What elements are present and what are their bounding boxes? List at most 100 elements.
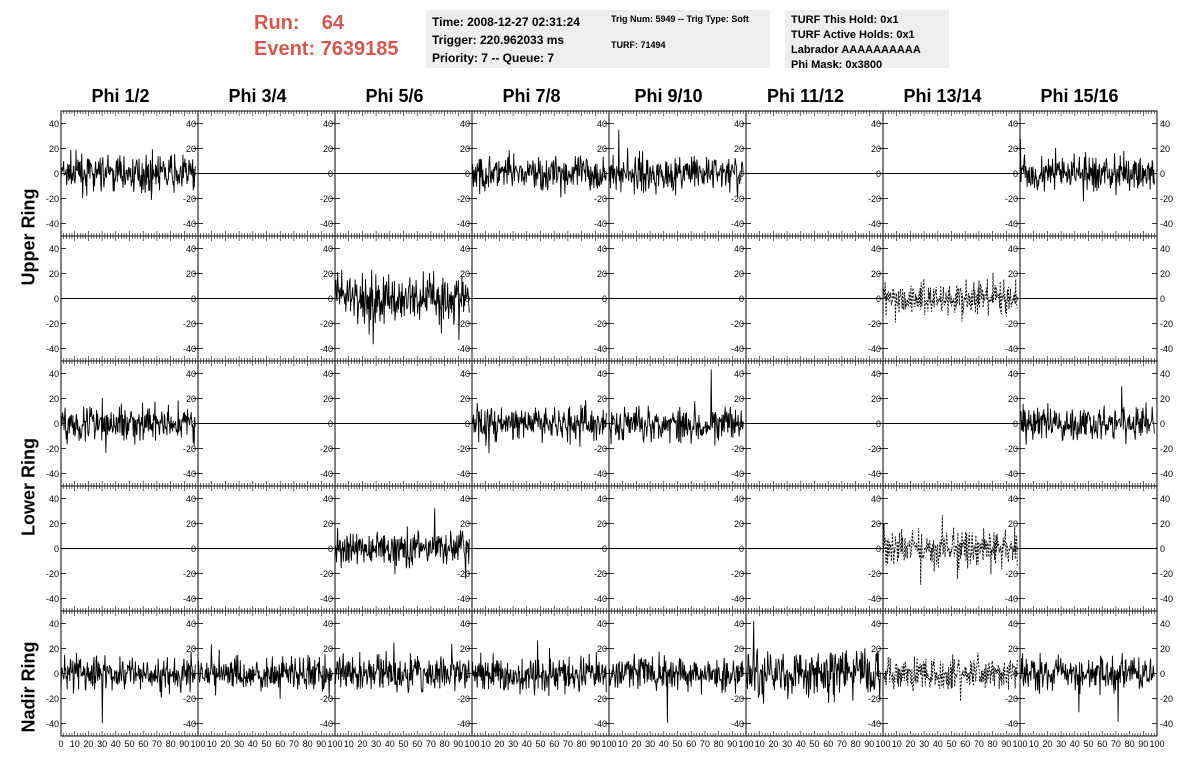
y-tick-label: 0	[465, 419, 470, 429]
y-tick-label: -40	[868, 594, 881, 604]
y-tick-label: 0	[876, 294, 881, 304]
y-tick-label: 40	[323, 119, 333, 129]
y-tick-label: 20	[734, 644, 744, 654]
x-tick-label: 30	[508, 739, 518, 749]
run-label: Run:	[254, 12, 300, 34]
y-tick-label-right: 0	[1160, 294, 1165, 304]
y-tick-label: 40	[871, 494, 881, 504]
y-tick-label: 0	[328, 419, 333, 429]
y-tick-label: 40	[597, 369, 607, 379]
x-tick-label: 20	[905, 739, 915, 749]
y-tick-label: 20	[871, 269, 881, 279]
x-tick-label: 80	[851, 739, 861, 749]
x-tick-label: 60	[960, 739, 970, 749]
y-tick-label: 40	[871, 119, 881, 129]
y-tick-label: -20	[457, 569, 470, 579]
y-tick-label: -20	[731, 319, 744, 329]
y-tick-label: -40	[183, 469, 196, 479]
x-tick-label: 30	[234, 739, 244, 749]
trigger-text: Trigger: 220.962033 ms	[432, 33, 565, 47]
x-tick-label: 70	[1111, 739, 1121, 749]
priority-text: Priority: 7 -- Queue: 7	[432, 51, 555, 65]
y-tick-label-right: -40	[1160, 219, 1173, 229]
y-tick-label: 20	[460, 394, 470, 404]
y-tick-label: -20	[183, 694, 196, 704]
x-tick-label: 80	[440, 739, 450, 749]
y-tick-label: -40	[46, 594, 59, 604]
y-tick-label: -40	[183, 219, 196, 229]
waveform-trace	[197, 644, 333, 699]
run-row: Run: 64	[254, 10, 399, 36]
x-tick-label: 50	[946, 739, 956, 749]
x-tick-label: 30	[919, 739, 929, 749]
y-tick-label: 0	[328, 544, 333, 554]
waveform-trace	[334, 642, 470, 694]
column-header-phi-5-6: Phi 5/6	[365, 86, 424, 106]
y-tick-label-right: 20	[1160, 519, 1170, 529]
y-tick-label: 20	[597, 519, 607, 529]
y-tick-label-right: -40	[1160, 469, 1173, 479]
y-tick-label: 0	[739, 544, 744, 554]
turf-this-hold-text: TURF This Hold: 0x1	[791, 14, 899, 26]
x-tick-label: 60	[686, 739, 696, 749]
x-tick-label: 60	[549, 739, 559, 749]
y-tick-label: 40	[49, 494, 59, 504]
x-tick-label: 80	[1125, 739, 1135, 749]
y-tick-label: 40	[871, 244, 881, 254]
x-tick-label: 60	[275, 739, 285, 749]
y-tick-label-right: 40	[1160, 119, 1170, 129]
x-tick-label: 20	[83, 739, 93, 749]
x-tick-label: 50	[1083, 739, 1093, 749]
x-tick-label: 50	[124, 739, 134, 749]
y-tick-label: 40	[186, 619, 196, 629]
x-tick-label: 40	[522, 739, 532, 749]
y-tick-label: 20	[323, 269, 333, 279]
waveform-trace	[334, 508, 470, 579]
y-tick-label: -40	[320, 219, 333, 229]
x-tick-label: 40	[796, 739, 806, 749]
event-value: 7639185	[320, 38, 399, 60]
y-tick-label-right: 20	[1160, 394, 1170, 404]
x-tick-label: 50	[672, 739, 682, 749]
y-tick-label: -20	[868, 444, 881, 454]
y-tick-label: 0	[1013, 669, 1018, 679]
x-tick-label: 100	[464, 739, 479, 749]
y-tick-label: -20	[1005, 319, 1018, 329]
y-tick-label: -20	[320, 319, 333, 329]
x-tick-label: 10	[70, 739, 80, 749]
y-tick-label: -20	[183, 569, 196, 579]
y-tick-label: 0	[54, 544, 59, 554]
y-tick-label: 40	[734, 244, 744, 254]
waveform-trace	[745, 620, 881, 704]
x-tick-label: 50	[261, 739, 271, 749]
y-tick-label: -40	[46, 344, 59, 354]
y-tick-label-right: 0	[1160, 419, 1165, 429]
y-tick-label: 20	[186, 644, 196, 654]
y-tick-label: 0	[328, 294, 333, 304]
y-tick-label: 0	[1013, 169, 1018, 179]
y-tick-label: 20	[734, 269, 744, 279]
plot-panel-frame	[882, 485, 1021, 612]
trigger-info-box: Trig Num: 5949 -- Trig Type: Soft TURF: …	[605, 10, 770, 68]
x-tick-label: 10	[207, 739, 217, 749]
y-tick-label: 20	[1008, 269, 1018, 279]
y-tick-label: 40	[186, 369, 196, 379]
y-tick-label: 40	[49, 619, 59, 629]
time-info-box: Time: 2008-12-27 02:31:24 Trigger: 220.9…	[426, 10, 606, 68]
x-tick-label: 60	[412, 739, 422, 749]
y-tick-label: 0	[1013, 419, 1018, 429]
run-event-block: Run: 64 Event: 7639185	[254, 10, 399, 62]
y-tick-label-right: -40	[1160, 594, 1173, 604]
x-tick-label: 100	[1012, 739, 1027, 749]
y-tick-label: 20	[597, 644, 607, 654]
y-tick-label: 20	[49, 394, 59, 404]
y-tick-label: -20	[183, 444, 196, 454]
x-tick-label: 90	[1138, 739, 1148, 749]
y-tick-label: -40	[868, 719, 881, 729]
y-tick-label: 0	[739, 169, 744, 179]
y-tick-label: 40	[460, 494, 470, 504]
y-tick-label: -40	[731, 594, 744, 604]
y-tick-label: 20	[323, 519, 333, 529]
y-tick-label: 20	[323, 144, 333, 154]
x-tick-label: 10	[481, 739, 491, 749]
